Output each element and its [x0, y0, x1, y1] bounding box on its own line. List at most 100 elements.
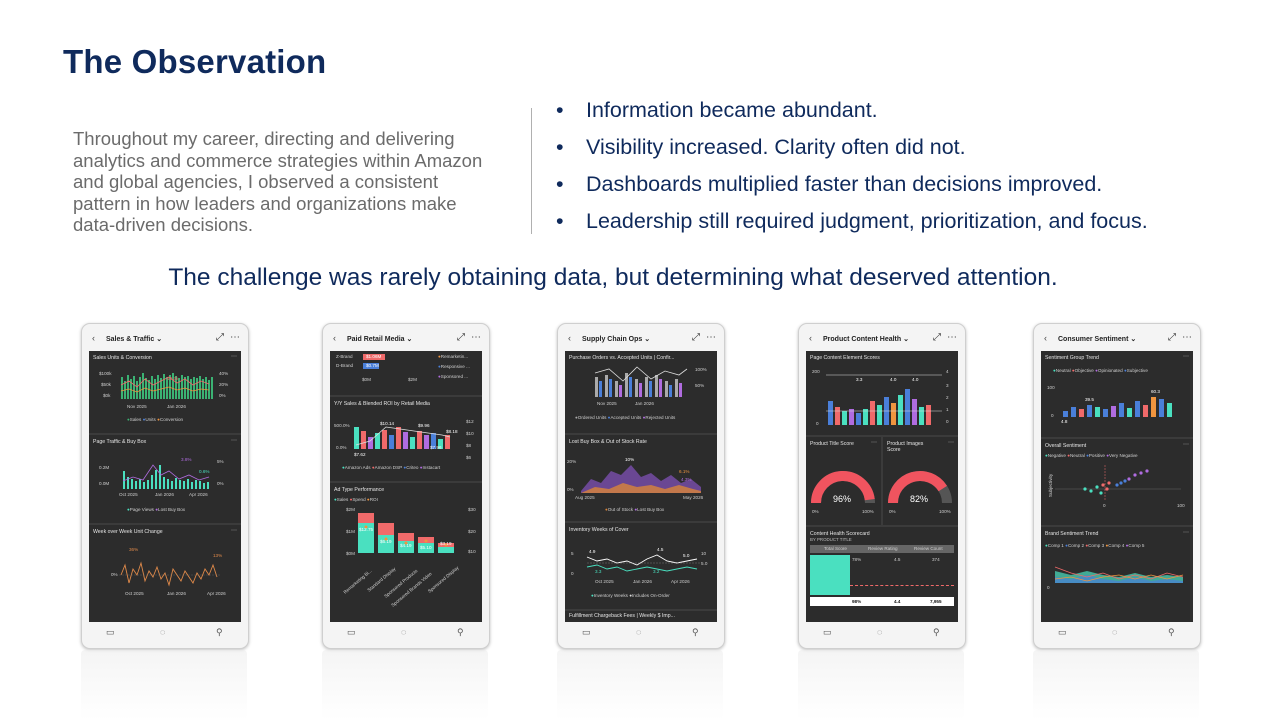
expand-icon[interactable]: ⤢ — [692, 332, 700, 343]
visual-panel[interactable]: Lost Buy Box & Out of Stock Rate 20% 0% … — [565, 435, 717, 523]
axis-tick: 100 — [1047, 385, 1055, 390]
visual-panel[interactable]: Z-Brand D-Brand $1.06M $0.7M $0M $2M ●Re… — [330, 351, 482, 397]
axis-tick: $30 — [468, 507, 476, 512]
comment-icon[interactable]: ▭ — [106, 627, 115, 637]
visual-panel[interactable]: Page Traffic & Buy Box ⋯ 0.2M 0.0M 5% 0%… — [89, 435, 241, 525]
report-title[interactable]: Sales & Traffic ⌄ — [106, 336, 163, 343]
axis-label: Apr 2026 — [189, 492, 208, 497]
ad-type-chart — [358, 513, 454, 553]
axis-label: Jan 2026 — [155, 492, 174, 497]
column-header: Review Rating — [868, 546, 898, 551]
more-icon[interactable]: ⋯ — [947, 332, 957, 343]
chat-icon[interactable]: ◌ — [401, 627, 407, 637]
expand-icon[interactable]: ⤢ — [933, 332, 941, 343]
expand-icon[interactable]: ⤢ — [457, 332, 465, 343]
chart-legend: ●Out of Stock ●Lost Buy Box — [605, 507, 665, 512]
axis-tick: 0.0% — [336, 445, 347, 450]
axis-tick: 100 — [1177, 503, 1185, 508]
axis-tick: 40% — [219, 371, 229, 376]
visual-panel[interactable]: Inventory Weeks of Cover 5 0 10 5.0 4.9 … — [565, 523, 717, 611]
expand-icon[interactable]: ⤢ — [216, 332, 224, 343]
comment-icon[interactable]: ▭ — [1058, 627, 1067, 637]
legend-item: ●Remarketin... — [438, 354, 469, 359]
visual-panel[interactable]: Week over Week Unit Change ⋯ 36% 13% 0% … — [89, 525, 241, 622]
phone-supply-chain-ops: ‹ Supply Chain Ops ⌄ ⤢ ⋯ Purchase Orders… — [557, 323, 725, 649]
chat-icon[interactable]: ◌ — [877, 627, 883, 637]
axis-tick: 2 — [946, 395, 949, 400]
visual-title: Product Title Score — [810, 441, 854, 447]
brand-spend-bars — [363, 354, 385, 369]
visual-panel[interactable]: Purchase Orders vs. Accepted Units | Con… — [565, 351, 717, 435]
visual-panel[interactable]: Product Title Score ⋯ 96% 0% 100% — [806, 437, 881, 527]
report-title[interactable]: Product Content Health ⌄ — [823, 336, 909, 343]
report-screen: Sales Units & Conversion ⋯ $100k $50k $0… — [89, 351, 241, 622]
more-icon[interactable]: ⋯ — [871, 440, 877, 446]
report-screen: Page Content Element Scores 200 0 4 3 2 … — [806, 351, 958, 622]
more-icon[interactable]: ⋯ — [231, 354, 237, 360]
chat-icon[interactable]: ◌ — [636, 627, 642, 637]
axis-label: Jan 2026 — [633, 579, 652, 584]
chevron-left-icon[interactable]: ‹ — [1044, 333, 1047, 343]
chevron-down-icon: ⌄ — [156, 336, 163, 343]
chat-icon[interactable]: ◌ — [1112, 627, 1118, 637]
chat-icon[interactable]: ◌ — [160, 627, 166, 637]
axis-label: Jan 2026 — [635, 401, 654, 406]
more-icon[interactable]: ⋯ — [706, 332, 716, 343]
legend-item: ●Responsive ... — [438, 364, 470, 369]
visual-panel[interactable]: Product Images Score ⋯ 82% 0% 100% — [883, 437, 958, 527]
chevron-left-icon[interactable]: ‹ — [809, 333, 812, 343]
axis-tick: 4 — [946, 369, 949, 374]
microphone-icon[interactable]: ⚲ — [216, 627, 223, 637]
axis-label: May 2026 — [683, 495, 704, 500]
visual-panel[interactable]: Sales Units & Conversion ⋯ $100k $50k $0… — [89, 351, 241, 435]
slide-title: The Observation — [63, 43, 327, 80]
report-title[interactable]: Supply Chain Ops ⌄ — [582, 336, 651, 343]
more-icon[interactable]: ⋯ — [1183, 354, 1189, 360]
visual-panel[interactable]: Content Health Scorecard BY PRODUCT TITL… — [806, 527, 958, 622]
axis-tick: $10 — [466, 431, 474, 436]
data-label: 3.2 — [653, 569, 660, 574]
expand-icon[interactable]: ⤢ — [1168, 332, 1176, 343]
axis-label: Nov 2025 — [597, 401, 617, 406]
visual-panel[interactable]: Y/Y Sales & Blended ROI by Retail Media … — [330, 397, 482, 483]
report-title[interactable]: Consumer Sentiment ⌄ — [1058, 336, 1137, 343]
bullet-text: Information became abundant. — [586, 98, 878, 122]
more-icon[interactable]: ⋯ — [1182, 332, 1192, 343]
more-icon[interactable]: ⋯ — [948, 440, 954, 446]
chevron-left-icon[interactable]: ‹ — [333, 333, 336, 343]
more-icon[interactable]: ⋯ — [471, 332, 481, 343]
table-cell: 7,955 — [930, 599, 942, 604]
visual-panel[interactable]: Ad Type Performance ●Sales ●Spend ●ROI $… — [330, 483, 482, 622]
more-icon[interactable]: ⋯ — [230, 332, 240, 343]
microphone-icon[interactable]: ⚲ — [457, 627, 464, 637]
axis-label: Apr 2026 — [671, 579, 690, 584]
axis-tick: 100% — [862, 509, 874, 514]
more-icon[interactable]: ⋯ — [1183, 530, 1189, 536]
phone-bottom-bar: ▭ ◌ ⚲ — [1034, 622, 1200, 648]
chevron-left-icon[interactable]: ‹ — [92, 333, 95, 343]
score-fill — [810, 555, 850, 595]
visual-panel[interactable]: Brand Sentiment Trend ⋯ ●Comp 1 ●Comp 2 … — [1041, 527, 1193, 622]
target-line — [850, 585, 954, 586]
more-icon[interactable]: ⋯ — [231, 528, 237, 534]
axis-tick: $20 — [468, 529, 476, 534]
traffic-chart — [122, 464, 210, 489]
visual-panel[interactable]: Page Content Element Scores 200 0 4 3 2 … — [806, 351, 958, 437]
microphone-icon[interactable]: ⚲ — [1168, 627, 1175, 637]
visual-panel[interactable]: Fulfillment Chargeback Fees | Weekly $ I… — [565, 611, 717, 622]
microphone-icon[interactable]: ⚲ — [692, 627, 699, 637]
report-title[interactable]: Paid Retail Media ⌄ — [347, 336, 413, 343]
comment-icon[interactable]: ▭ — [582, 627, 591, 637]
visual-panel[interactable]: Overall Sentiment ⋯ ●Negative ●Neutral ●… — [1041, 439, 1193, 527]
visual-subtitle: BY PRODUCT TITLE — [810, 537, 852, 542]
axis-tick: 0 — [571, 571, 574, 576]
comment-icon[interactable]: ▭ — [823, 627, 832, 637]
visual-panel[interactable]: Sentiment Group Trend ⋯ ●Neutral ●Object… — [1041, 351, 1193, 439]
comment-icon[interactable]: ▭ — [347, 627, 356, 637]
more-icon[interactable]: ⋯ — [1183, 442, 1189, 448]
more-icon[interactable]: ⋯ — [231, 438, 237, 444]
microphone-icon[interactable]: ⚲ — [933, 627, 940, 637]
phone-header: ‹ Product Content Health ⌄ ⤢ ⋯ — [799, 324, 965, 352]
chevron-left-icon[interactable]: ‹ — [568, 333, 571, 343]
axis-tick: 0% — [111, 572, 118, 577]
